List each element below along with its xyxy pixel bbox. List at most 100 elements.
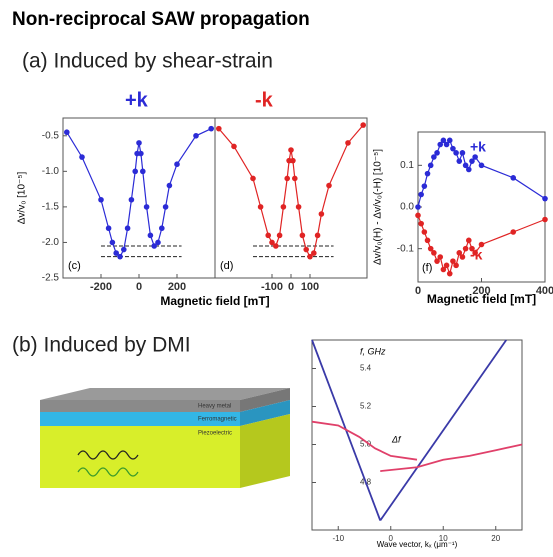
data-point xyxy=(284,175,291,182)
data-point xyxy=(456,250,463,256)
data-point xyxy=(140,168,146,175)
x-tick-label: 0 xyxy=(415,285,421,297)
data-point xyxy=(193,132,199,139)
section-b: (b) Induced by DMI xyxy=(12,334,191,357)
title: Non-reciprocal SAW propagation xyxy=(12,9,310,30)
layer-label: Piezoelectric xyxy=(198,431,232,437)
data-point xyxy=(421,229,428,235)
x-axis-label: Magnetic field [mT] xyxy=(160,294,269,308)
data-point xyxy=(124,225,131,232)
data-point xyxy=(469,245,475,252)
k-plus: +k xyxy=(125,89,149,111)
data-point xyxy=(143,204,150,210)
panel-label: (f) xyxy=(422,262,432,274)
series-line xyxy=(218,124,364,258)
data-point xyxy=(424,237,431,244)
y-tick-label: 5.0 xyxy=(360,440,372,449)
data-point xyxy=(79,154,85,160)
data-point xyxy=(231,143,237,150)
y-axis-label: Δv/v₀(H) - Δv/v₀(-H) [10⁻⁵] xyxy=(373,149,384,265)
data-point xyxy=(437,254,444,260)
y-tick-label: -2.5 xyxy=(42,273,60,284)
data-point xyxy=(159,225,165,232)
data-point xyxy=(276,232,283,239)
data-point xyxy=(437,141,444,148)
data-point xyxy=(257,204,264,210)
layer-label: Ferromagnetic xyxy=(198,417,237,423)
x-tick-label: -10 xyxy=(332,534,344,543)
y-tick-label: 0.1 xyxy=(400,160,414,171)
data-point xyxy=(510,175,517,181)
data-point xyxy=(121,246,127,253)
data-point xyxy=(427,245,434,252)
data-point xyxy=(459,254,466,260)
data-point xyxy=(216,125,222,132)
data-point xyxy=(431,154,437,160)
data-point xyxy=(415,212,421,219)
data-point xyxy=(303,246,310,253)
series-label: +k xyxy=(470,139,486,155)
data-point xyxy=(269,239,275,246)
panel-label: (c) xyxy=(68,260,81,272)
y-axis-label: f, GHz xyxy=(360,346,386,356)
data-point xyxy=(326,182,332,189)
x-axis-label: Magnetic field [mT] xyxy=(427,292,536,306)
data-point xyxy=(345,140,351,146)
data-point xyxy=(136,140,142,146)
data-point xyxy=(314,232,321,239)
data-point xyxy=(295,204,302,210)
data-point xyxy=(290,157,296,164)
data-point xyxy=(466,237,472,244)
y-tick-label: -1.0 xyxy=(42,166,60,177)
y-tick-label: 0.0 xyxy=(400,202,414,213)
data-point xyxy=(307,253,313,260)
data-point xyxy=(462,245,469,252)
data-point xyxy=(418,220,424,227)
data-point xyxy=(446,137,453,144)
data-point xyxy=(147,232,154,239)
y-tick-label: 5.4 xyxy=(360,364,372,373)
data-point xyxy=(427,162,434,169)
data-point xyxy=(208,125,214,132)
x-tick-label: -100 xyxy=(261,281,283,293)
data-point xyxy=(469,158,475,164)
y-tick-label: 5.2 xyxy=(360,402,372,411)
y-tick-label: -0.5 xyxy=(42,130,60,141)
data-point xyxy=(98,196,104,203)
data-point xyxy=(450,145,456,152)
data-point xyxy=(443,141,450,148)
x-tick-label: 0 xyxy=(389,534,394,543)
series-line xyxy=(379,339,507,522)
data-point xyxy=(440,266,447,273)
data-point xyxy=(292,175,298,182)
data-point xyxy=(415,204,421,210)
series-line xyxy=(66,128,212,258)
plot-frame xyxy=(214,117,368,279)
data-point xyxy=(472,250,478,256)
data-point xyxy=(128,196,135,203)
data-point xyxy=(446,270,453,277)
data-point xyxy=(318,211,325,217)
y-tick-label: -1.5 xyxy=(42,202,60,213)
data-point xyxy=(443,262,450,269)
k-minus: -k xyxy=(255,89,274,111)
data-point xyxy=(510,229,517,235)
data-point xyxy=(434,150,440,156)
data-point xyxy=(450,258,456,264)
layer-diagram: Heavy metal Ferromagnetic Piezoelectric xyxy=(40,388,290,488)
x-tick-label: -200 xyxy=(90,281,112,293)
data-point xyxy=(166,182,173,189)
data-point xyxy=(132,168,138,175)
data-point xyxy=(360,122,367,128)
series-line xyxy=(380,443,523,472)
data-point xyxy=(138,150,144,157)
data-point xyxy=(280,204,287,210)
data-point xyxy=(424,170,431,177)
data-point xyxy=(117,253,123,260)
data-point xyxy=(105,225,112,232)
series-label: -k xyxy=(470,247,483,263)
data-point xyxy=(311,250,317,256)
x-tick-label: 20 xyxy=(491,534,500,543)
y-tick-label: -2.0 xyxy=(42,237,60,248)
